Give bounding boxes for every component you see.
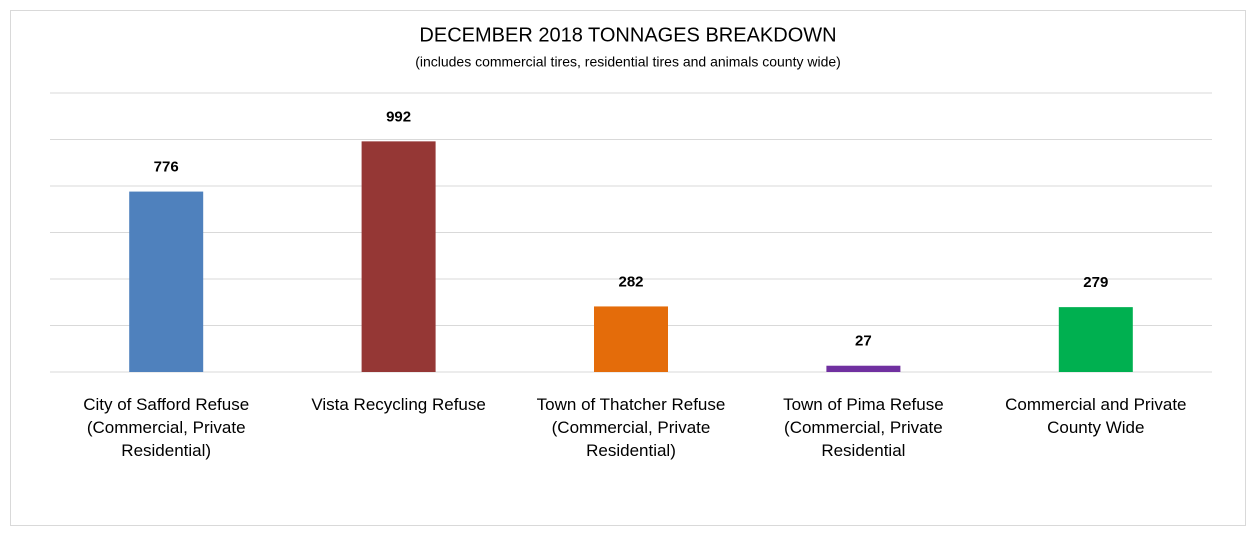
x-tick-label: Town of Pima Refuse (Commercial, Private… xyxy=(783,395,944,460)
x-tick-label: Town of Thatcher Refuse (Commercial, Pri… xyxy=(536,395,726,460)
chart-title: DECEMBER 2018 TONNAGES BREAKDOWN xyxy=(419,24,836,46)
bar xyxy=(361,141,436,372)
chart-border xyxy=(10,10,1246,526)
data-label: 776 xyxy=(154,159,179,176)
x-tick-label: Vista Recycling Refuse xyxy=(311,395,486,414)
bar xyxy=(129,191,204,372)
bar xyxy=(826,365,901,372)
bar xyxy=(594,306,668,372)
data-label: 282 xyxy=(618,273,643,290)
data-label: 279 xyxy=(1083,274,1108,291)
x-tick-label: City of Safford Refuse (Commercial, Priv… xyxy=(83,395,250,460)
bar xyxy=(1058,307,1133,372)
x-tick-label: Commercial and Private County Wide xyxy=(1005,395,1187,437)
data-label: 27 xyxy=(855,333,872,350)
chart-subtitle: (includes commercial tires, residential … xyxy=(415,54,841,70)
data-label: 992 xyxy=(386,108,411,125)
